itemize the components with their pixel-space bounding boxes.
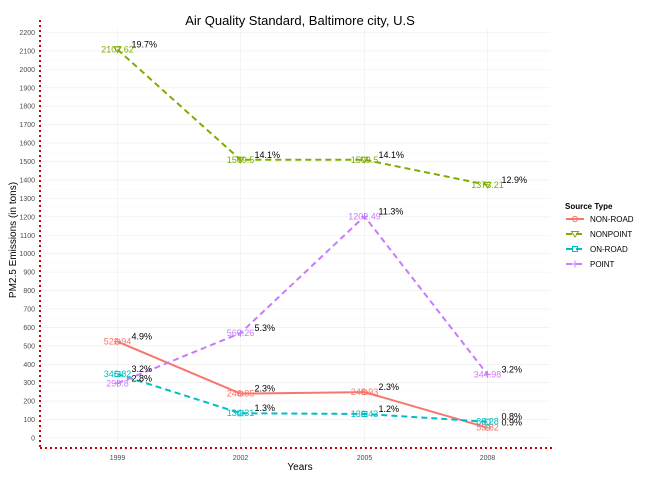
data-point-marker — [572, 246, 578, 252]
data-point-marker — [237, 390, 244, 397]
data-point-marker — [114, 379, 121, 387]
data-label-percent: 0.9% — [502, 418, 523, 428]
data-label-percent: 5.3% — [255, 323, 276, 333]
data-labels: 522.94 4.9%240.85 2.3% 248.93 2.3%55.82 0.9%2… — [101, 40, 527, 433]
data-label-value: 296.8 — [106, 378, 129, 388]
data-label-percent: 2.3% — [379, 382, 400, 392]
data-label-value: 346.82 — [104, 369, 132, 379]
y-tick-label: 1700 — [19, 122, 35, 129]
data-point-marker — [361, 410, 368, 417]
data-label-percent: 3.2% — [502, 364, 523, 374]
y-tick-label: 800 — [23, 288, 35, 295]
data-label-percent: 2.8% — [132, 373, 153, 383]
y-tick-label: 100 — [23, 417, 35, 424]
data-label-value: 88.28 — [476, 417, 499, 427]
legend-label-on-road: ON-ROAD — [590, 245, 628, 254]
data-label-percent: 14.1% — [255, 150, 281, 160]
y-tick-label: 200 — [23, 399, 35, 406]
x-axis-title: Years — [287, 462, 312, 473]
y-tick-label: 1500 — [19, 159, 35, 166]
x-tick-label: 2002 — [233, 455, 249, 462]
y-tick-label: 2200 — [19, 30, 35, 37]
data-point-marker — [570, 231, 580, 238]
legend-label-point: POINT — [590, 260, 615, 269]
data-label-percent: 0.8% — [502, 412, 523, 422]
data-point-marker — [237, 410, 244, 417]
data-label-value: 248.93 — [351, 387, 379, 397]
series-line-non-road — [117, 340, 488, 429]
y-tick-label: 2100 — [19, 48, 35, 55]
y-tick-label: 1400 — [19, 177, 35, 184]
legend-label-nonpoint: NONPOINT — [590, 230, 632, 239]
data-label-value: 1373.21 — [471, 180, 504, 190]
y-tick-label: 300 — [23, 380, 35, 387]
data-point-marker — [484, 424, 491, 431]
data-label-value: 1509.5 — [351, 155, 379, 165]
data-point-marker — [571, 260, 579, 268]
data-label-value: 55.82 — [476, 423, 499, 433]
data-label-percent: 14.1% — [379, 150, 405, 160]
legend: Source Type NON-ROAD NONPOINT ON-ROAD POINT — [565, 202, 634, 269]
data-label-percent: 19.7% — [132, 40, 158, 50]
data-label-value: 1202.49 — [348, 211, 381, 221]
data-point-marker — [114, 338, 121, 345]
y-tick-label: 600 — [23, 325, 35, 332]
y-axis-title: PM2.5 Emissions (in tons) — [8, 182, 19, 298]
y-tick-label: 1200 — [19, 214, 35, 221]
data-point-marker — [361, 212, 368, 220]
data-label-percent: 2.3% — [255, 384, 276, 394]
y-tick-label: 1800 — [19, 104, 35, 111]
data-label-value: 130.43 — [351, 409, 379, 419]
data-label-percent: 4.9% — [132, 332, 153, 342]
data-point-marker — [237, 329, 244, 337]
y-tick-label: 900 — [23, 270, 35, 277]
data-point-marker — [113, 46, 122, 54]
data-point-marker — [571, 215, 579, 223]
data-label-value: 134.31 — [227, 408, 255, 418]
series-lines — [113, 46, 492, 431]
data-point-marker — [361, 389, 368, 396]
data-label-percent: 1.2% — [379, 404, 400, 414]
y-tick-label: 700 — [23, 306, 35, 313]
x-tick-label: 1999 — [110, 455, 126, 462]
legend-label-non-road: NON-ROAD — [590, 215, 634, 224]
data-label-percent: 11.3% — [379, 206, 404, 216]
y-tick-label: 1100 — [20, 233, 35, 240]
data-label-percent: 1.3% — [255, 403, 276, 413]
series-line-on-road — [117, 373, 488, 423]
y-tick-label: 500 — [23, 343, 35, 350]
data-point-marker — [114, 371, 121, 378]
data-label-value: 1509.5 — [227, 155, 255, 165]
x-tick-label: 2008 — [480, 455, 496, 462]
data-label-value: 240.85 — [227, 389, 255, 399]
data-label-percent: 3.2% — [132, 364, 153, 374]
data-point-marker — [483, 181, 492, 189]
legend-title: Source Type — [565, 202, 613, 211]
series-line-nonpoint — [116, 48, 488, 186]
y-tick-label: 1900 — [19, 85, 35, 92]
data-point-marker — [360, 156, 369, 164]
y-tick-label: 1300 — [19, 196, 35, 203]
chart-title: Air Quality Standard, Baltimore city, U.… — [185, 13, 415, 28]
series-line-point — [117, 215, 489, 385]
data-label-value: 344.98 — [474, 369, 502, 379]
data-label-value: 2107.62 — [101, 45, 134, 55]
y-tick-label: 2000 — [19, 67, 35, 74]
data-point-marker — [484, 370, 491, 378]
data-point-marker — [236, 156, 245, 164]
y-tick-label: 400 — [23, 362, 35, 369]
data-point-marker — [484, 418, 491, 425]
x-tick-label: 2005 — [357, 455, 373, 462]
y-tick-label: 1000 — [19, 251, 35, 258]
data-label-value: 522.94 — [104, 337, 132, 347]
data-label-percent: 12.9% — [502, 175, 528, 185]
data-label-value: 569.26 — [227, 328, 255, 338]
y-tick-label: 1600 — [19, 141, 35, 148]
y-tick-label: 0 — [31, 436, 35, 443]
axes: 0 100 200 300 400 500 600 700 800 900 1000 1100 1200… — [19, 20, 555, 462]
